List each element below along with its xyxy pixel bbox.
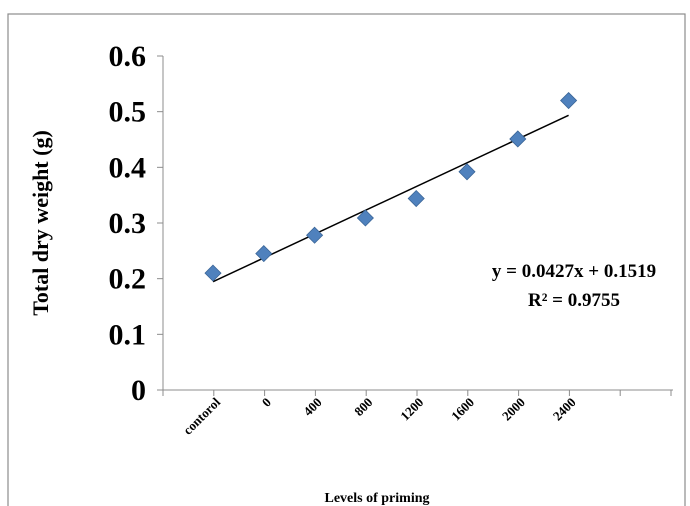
data-point <box>560 91 578 110</box>
x-axis-label: Levels of priming <box>325 491 430 506</box>
trendline <box>212 114 569 283</box>
y-tick-label: 0.1 <box>109 318 147 351</box>
chart-area-border <box>7 13 686 506</box>
data-point <box>204 264 222 282</box>
y-axis-ticks: 0 0.1 0.2 0.3 0.4 0.5 0.6 <box>109 40 163 407</box>
data-point <box>306 226 324 244</box>
y-tick-label: 0.4 <box>109 151 147 184</box>
y-tick-label: 0 <box>131 374 146 407</box>
y-axis-label: Total dry weight (g) <box>28 130 53 316</box>
y-tick-label: 0.5 <box>109 96 147 129</box>
trendline-equation: y = 0.0427x + 0.1519 <box>492 261 656 282</box>
data-point <box>356 209 374 227</box>
y-tick-label: 0.2 <box>109 263 147 296</box>
data-point <box>458 163 476 181</box>
data-point <box>407 189 425 208</box>
data-points <box>204 91 578 282</box>
y-tick-label: 0.3 <box>109 207 147 240</box>
data-point <box>255 245 273 263</box>
data-point <box>509 130 527 148</box>
y-tick-label: 0.6 <box>109 40 147 73</box>
trendline-r-squared: R² = 0.9755 <box>528 290 620 311</box>
